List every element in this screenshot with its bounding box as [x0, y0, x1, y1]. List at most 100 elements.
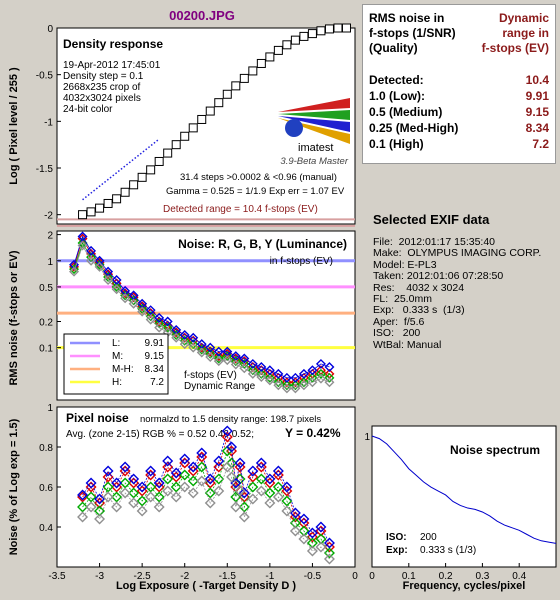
pixel-noise-point [247, 481, 259, 493]
density-point [180, 131, 190, 141]
noise-point [86, 255, 97, 266]
noise-point [128, 295, 139, 306]
pixel-noise-point [255, 457, 267, 469]
noise-y-label: RMS noise (f-stops or EV) [8, 250, 20, 385]
noise-point [307, 377, 318, 388]
pixel-noise-point [196, 461, 208, 473]
pixel-noise-point [289, 517, 301, 529]
density-title: Density response [63, 37, 163, 51]
noise-point [281, 380, 292, 391]
pixel-noise-point [226, 441, 238, 453]
rms-row: 0.1 (High) 7.2 [369, 137, 549, 152]
pixel-noise-point [306, 531, 318, 543]
pixel-noise-point [187, 465, 199, 477]
pixel-noise-avg: Avg. (zone 2-15) RGB % = 0.52 0.46 0.52; [66, 429, 254, 440]
pixel-noise-point [145, 491, 157, 503]
pixel-noise-point [136, 481, 148, 493]
noise-point [145, 305, 156, 316]
pixel-noise-point [102, 491, 114, 503]
pixel-noise-point [281, 495, 293, 507]
spectrum-iso-value: 200 [420, 532, 437, 543]
rms-row-label: 0.1 (High) [369, 137, 424, 151]
noise-title: Noise: R, G, B, Y (Luminance) [178, 237, 347, 251]
density-point [112, 194, 122, 204]
pixel-noise-point [145, 465, 157, 477]
density-point [103, 198, 113, 208]
x-tick-label: 0.4 [512, 571, 526, 582]
y-tick-label: 1 [364, 432, 370, 443]
spectrum-plot-area [371, 425, 557, 568]
pixel-noise-point [162, 473, 174, 485]
exif-line: Model: E-PL3 [373, 258, 437, 271]
noise-point [179, 329, 190, 340]
noise-fstops-panel: Noise: R, G, B, Y (Luminance) in f-stops… [8, 230, 356, 401]
pixel-noise-point [102, 465, 114, 477]
density-point [290, 35, 300, 45]
noise-series-line [73, 235, 330, 379]
pixel-noise-point [128, 497, 140, 509]
density-point [129, 180, 139, 190]
legend-label: M-H: [112, 364, 134, 375]
noise-point [94, 261, 105, 272]
noise-point [315, 358, 326, 369]
pixel-noise-point [153, 481, 165, 493]
pixel-noise-point [77, 501, 89, 513]
noise-point [145, 314, 156, 325]
pixel-noise-point [119, 487, 131, 499]
density-point [256, 58, 266, 68]
noise-point [213, 351, 224, 362]
pixel-noise-point [306, 545, 318, 557]
noise-point [162, 322, 173, 333]
pixel-noise-point [323, 541, 335, 553]
rms-row-label: Detected: [369, 73, 424, 87]
pixel-noise-series-line [82, 429, 330, 544]
noise-point [222, 355, 233, 366]
logo-text: imatest [298, 142, 333, 154]
pixel-noise-point [204, 477, 216, 489]
noise-point [213, 356, 224, 367]
y-tick-label: -2 [44, 211, 53, 222]
pixel-noise-point [187, 461, 199, 473]
density-info-line: 4032x3024 pixels [63, 93, 141, 104]
density-info-line: Density step = 0.1 [63, 71, 144, 82]
rms-row-label: 1.0 (Low): [369, 89, 425, 103]
y-tick-label: 0.4 [39, 523, 53, 534]
pixel-noise-point [281, 505, 293, 517]
y-tick-label: 0 [47, 24, 53, 35]
density-point [341, 23, 351, 33]
pixel-noise-point [315, 541, 327, 553]
pixel-noise-x-label: Log Exposure ( -Target Density D ) [116, 580, 296, 592]
pixel-noise-point [85, 491, 97, 503]
density-point [231, 81, 241, 91]
pixel-noise-point [111, 501, 123, 513]
noise-point [213, 353, 224, 364]
x-tick-label: -1 [265, 571, 274, 582]
noise-point [239, 353, 250, 364]
density-y-ticks: 0 -0.5 -1 -1.5 -2 [36, 24, 61, 222]
noise-point [230, 356, 241, 367]
y-tick-label: 0.1 [39, 344, 53, 355]
x-tick-label: -2.5 [134, 571, 152, 582]
noise-point [281, 372, 292, 383]
exif-line: WtBal: Manual [373, 338, 442, 351]
noise-point [94, 259, 105, 270]
pixel-noise-point [128, 487, 140, 499]
noise-point [324, 377, 335, 388]
rms-row: 0.5 (Medium) 9.15 [369, 105, 549, 120]
density-point [222, 89, 232, 99]
legend-label: M: [112, 351, 123, 362]
noise-point [256, 368, 267, 379]
y-tick-label: -1.5 [36, 164, 54, 175]
noise-point [171, 332, 182, 343]
density-point [324, 24, 334, 34]
pixel-noise-point [238, 501, 250, 513]
noise-point [205, 348, 216, 359]
density-point [316, 26, 326, 36]
noise-point [290, 372, 301, 383]
pixel-noise-point [204, 473, 216, 485]
pixel-noise-point [119, 477, 131, 489]
exif-line: Taken: 2012:01:06 07:28:50 [373, 270, 504, 283]
noise-point [111, 275, 122, 286]
pixel-noise-y-value: Y = 0.42% [285, 426, 341, 440]
